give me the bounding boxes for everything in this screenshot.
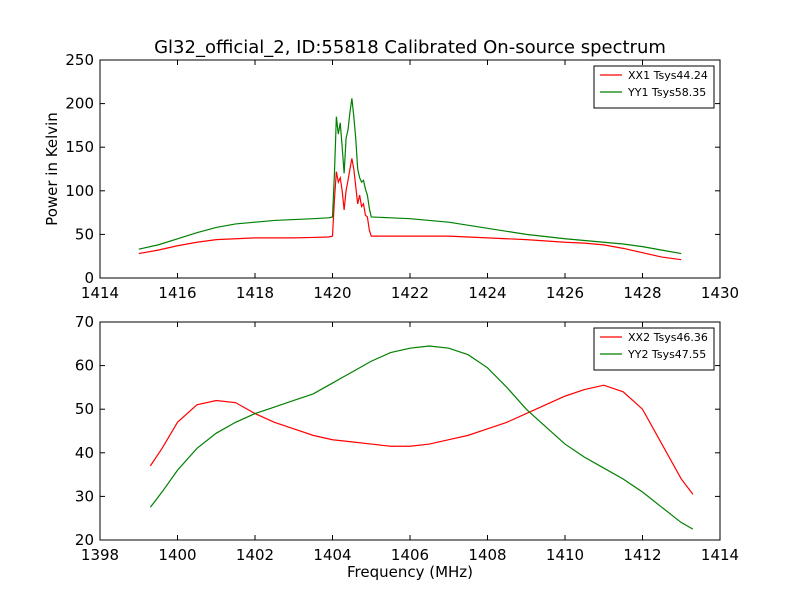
- series-line-2-2: [149, 345, 694, 530]
- legend-2: XX2 Tsys46.36 YY2 Tsys47.55: [593, 327, 715, 371]
- x-tick-label: 1400: [158, 546, 196, 564]
- x-tick-label: 1404: [313, 546, 351, 564]
- y-tick-label: 200: [65, 95, 94, 113]
- subplot-2: 1398 1400 1402 1404 1406 1408 1410 1412 1414 20 30…: [75, 313, 739, 581]
- x-tick-label: 1402: [236, 546, 274, 564]
- x-tick-label: 1416: [158, 284, 196, 302]
- x-tick-label: 1410: [546, 546, 584, 564]
- legend-label: XX1 Tsys44.24: [628, 69, 708, 82]
- y-tick-label: 20: [75, 531, 94, 549]
- legend-label: YY1 Tsys58.35: [627, 86, 706, 99]
- x-tick-label: 1418: [236, 284, 274, 302]
- plots: 1414 1416 1418 1420 1422 1424 1426 1428 14300501…: [43, 51, 739, 581]
- series-line-1-2: [138, 98, 682, 255]
- y-tick-label: 50: [75, 225, 94, 243]
- x-tick-label: 1408: [468, 546, 506, 564]
- x-tick-label: 1424: [468, 284, 506, 302]
- x-tick-label: 1406: [391, 546, 429, 564]
- y-tick-label: 100: [65, 182, 94, 200]
- x-tick-label: 1420: [313, 284, 351, 302]
- y-tick-label: 50: [75, 400, 94, 418]
- y-axis-label: Power in Kelvin: [43, 112, 61, 226]
- x-tick-label: 1426: [546, 284, 584, 302]
- x-tick-label: 1412: [623, 546, 661, 564]
- x-tick-label: 1428: [623, 284, 661, 302]
- y-tick-label: 0: [84, 269, 94, 287]
- legend-box: [593, 65, 715, 109]
- series-line-2-1: [149, 384, 694, 495]
- x-tick-label: 1422: [391, 284, 429, 302]
- series-line-1-1: [138, 158, 682, 261]
- x-tick-label: 1414: [701, 546, 739, 564]
- x-tick-label: 1398: [81, 546, 119, 564]
- legend-box: [593, 327, 715, 371]
- y-tick-label: 30: [75, 487, 94, 505]
- x-tick-label: 1414: [81, 284, 119, 302]
- legend-label: XX2 Tsys46.36: [628, 331, 708, 344]
- subplot-1: 1414 1416 1418 1420 1422 1424 1426 1428 1430 0 50 1…: [43, 51, 739, 302]
- x-tick-label: 1430: [701, 284, 739, 302]
- figure-title: Gl32_official_2, ID:55818 Calibrated On-…: [154, 37, 666, 58]
- legend-label: YY2 Tsys47.55: [627, 348, 706, 361]
- y-tick-label: 250: [65, 51, 94, 69]
- y-tick-label: 150: [65, 138, 94, 156]
- y-tick-label: 40: [75, 444, 94, 462]
- legend-1: XX1 Tsys44.24 YY1 Tsys58.35: [593, 65, 715, 109]
- y-tick-label: 60: [75, 357, 94, 375]
- x-axis-label: Frequency (MHz): [347, 563, 473, 581]
- y-tick-label: 70: [75, 313, 94, 331]
